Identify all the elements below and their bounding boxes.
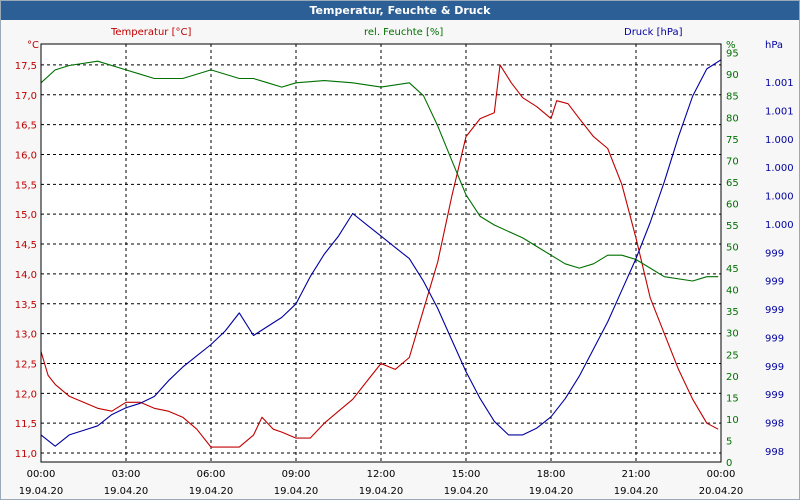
y-right-outer-tick-label: 999 <box>765 362 784 373</box>
x-tick-date: 19.04.20 <box>19 486 64 497</box>
x-tick-date: 20.04.20 <box>699 486 744 497</box>
x-tick-time: 06:00 <box>197 469 226 480</box>
y-left-tick-label: 17,5 <box>15 61 37 72</box>
y-right-inner-tick-label: 85 <box>726 92 739 103</box>
x-tick-time: 15:00 <box>452 469 481 480</box>
x-tick-date: 19.04.20 <box>444 486 489 497</box>
grid <box>41 44 721 462</box>
x-tick-time: 00:00 <box>27 469 56 480</box>
y-right-outer-tick-label: 999 <box>765 248 784 259</box>
series-line-pressure <box>40 59 722 447</box>
y-right-inner-tick-label: 70 <box>726 156 739 167</box>
x-tick-date: 19.04.20 <box>359 486 404 497</box>
x-tick-date: 19.04.20 <box>529 486 574 497</box>
legend-temperature: Temperatur [°C] <box>110 27 191 38</box>
y-right-inner-tick-label: 80 <box>726 113 739 124</box>
x-tick-time: 00:00 <box>707 469 736 480</box>
x-tick-time: 18:00 <box>537 469 566 480</box>
x-tick-time: 03:00 <box>112 469 141 480</box>
y-right-outer-tick-label: 1.001 <box>765 78 794 89</box>
left-axis-unit: °C <box>27 40 39 51</box>
y-right-inner-tick-label: 90 <box>726 70 739 81</box>
y-axis-right-outer: 1.001 1.001 1.000 1.000 1.000 1.000 999 999 999 9… <box>765 78 794 458</box>
x-tick-time: 21:00 <box>622 469 651 480</box>
x-tick-time: 09:00 <box>282 469 311 480</box>
x-tick-date: 19.04.20 <box>189 486 234 497</box>
y-left-tick-label: 12,0 <box>15 389 37 400</box>
y-left-tick-label: 16,0 <box>15 150 37 161</box>
y-axis-left: 11,0 11,5 12,0 12,5 13,0 13,5 14,0 14,5 15,0 15,5… <box>15 61 37 460</box>
x-axis: 00:00 19.04.20 03:00 19.04.20 06:00 19.04.20 0… <box>19 469 744 497</box>
y-axis-right-inner: 0 5 10 15 20 25 30 35 40 45 50 55 60 65 70 75 80 85 90 95 <box>726 49 739 469</box>
y-right-inner-tick-label: 65 <box>726 178 739 189</box>
series-layer <box>40 59 722 448</box>
y-right-outer-tick-label: 999 <box>765 390 784 401</box>
y-right-outer-tick-label: 1.000 <box>765 163 794 174</box>
x-tick-date: 19.04.20 <box>104 486 149 497</box>
y-left-tick-label: 15,0 <box>15 210 37 221</box>
y-right-outer-tick-label: 1.000 <box>765 192 794 203</box>
y-right-inner-tick-label: 50 <box>726 243 739 254</box>
y-right-outer-tick-label: 998 <box>765 419 784 430</box>
right-inner-axis-unit: % <box>726 40 736 51</box>
y-left-tick-label: 12,5 <box>15 359 37 370</box>
y-right-inner-tick-label: 35 <box>726 307 739 318</box>
y-left-tick-label: 11,0 <box>15 449 37 460</box>
y-left-tick-label: 13,0 <box>15 330 37 341</box>
y-right-inner-tick-label: 25 <box>726 350 739 361</box>
y-right-inner-tick-label: 55 <box>726 221 739 232</box>
y-left-tick-label: 11,5 <box>15 419 37 430</box>
y-right-outer-tick-label: 1.001 <box>765 106 794 117</box>
y-right-inner-tick-label: 5 <box>726 436 732 447</box>
y-left-tick-label: 17,0 <box>15 91 37 102</box>
y-right-outer-tick-label: 1.000 <box>765 220 794 231</box>
y-left-tick-label: 14,0 <box>15 270 37 281</box>
y-right-inner-tick-label: 10 <box>726 415 739 426</box>
y-right-outer-tick-label: 999 <box>765 277 784 288</box>
right-outer-axis-unit: hPa <box>765 40 783 51</box>
y-right-inner-tick-label: 0 <box>726 458 732 469</box>
legend-humidity: rel. Feuchte [%] <box>364 27 443 38</box>
y-right-inner-tick-label: 60 <box>726 199 739 210</box>
y-right-outer-tick-label: 999 <box>765 305 784 316</box>
y-right-inner-tick-label: 40 <box>726 286 739 297</box>
y-left-tick-label: 13,5 <box>15 300 37 311</box>
y-right-inner-tick-label: 75 <box>726 135 739 146</box>
x-tick-time: 12:00 <box>367 469 396 480</box>
series-line-humidity <box>40 60 719 282</box>
y-right-inner-tick-label: 20 <box>726 372 739 383</box>
x-tick-date: 19.04.20 <box>614 486 659 497</box>
x-tick-date: 19.04.20 <box>274 486 319 497</box>
y-right-outer-tick-label: 1.000 <box>765 135 794 146</box>
y-right-inner-tick-label: 30 <box>726 329 739 340</box>
y-right-inner-tick-label: 95 <box>726 49 739 60</box>
plot-border <box>40 43 722 463</box>
y-right-outer-tick-label: 999 <box>765 333 784 344</box>
window-title: Temperatur, Feuchte & Druck <box>1 1 799 20</box>
y-right-inner-tick-label: 15 <box>726 393 739 404</box>
y-right-inner-tick-label: 45 <box>726 264 739 275</box>
y-right-outer-tick-label: 998 <box>765 447 784 458</box>
y-left-tick-label: 14,5 <box>15 240 37 251</box>
legend-pressure: Druck [hPa] <box>624 27 683 38</box>
y-left-tick-label: 15,5 <box>15 180 37 191</box>
series-line-temperature <box>40 64 719 448</box>
y-left-tick-label: 16,5 <box>15 121 37 132</box>
